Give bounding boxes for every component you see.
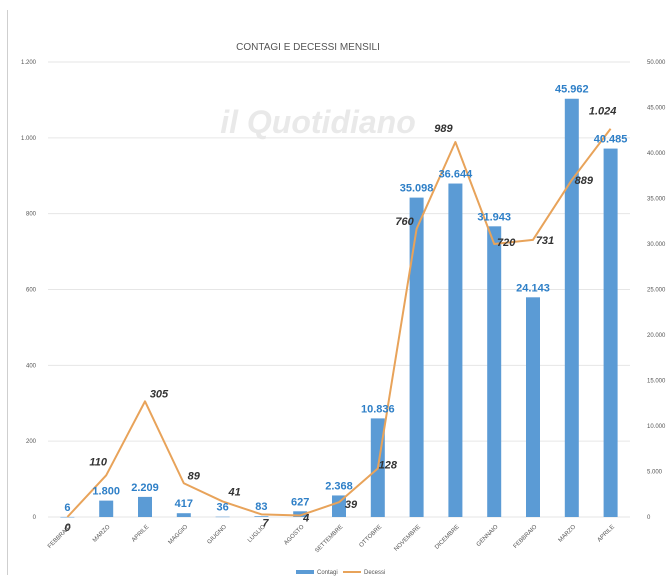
line-data-label: 760 <box>395 216 414 228</box>
right-axis: 0 5.000 10.000 15.000 20.000 25.000 30.000 35.0… <box>647 60 666 521</box>
bar-data-label: 417 <box>175 498 193 510</box>
category-label: APRILE <box>131 524 150 543</box>
legend: Contagi Decessi <box>296 570 385 576</box>
bar <box>603 148 618 518</box>
bar-series-contagi <box>60 98 618 518</box>
right-tick-label: 50.000 <box>647 60 666 66</box>
bar-data-label: 36 <box>216 502 228 514</box>
right-tick-label: 10.000 <box>647 424 666 430</box>
left-tick-label: 0 <box>33 515 37 521</box>
left-tick-label: 600 <box>26 288 37 294</box>
category-label: AGOSTO <box>283 524 306 547</box>
line-data-label: 128 <box>379 459 398 471</box>
legend-label-decessi: Decessi <box>364 570 385 576</box>
bar-data-label: 31.943 <box>477 211 511 223</box>
bar <box>332 495 346 517</box>
category-label: DICEMBRE <box>434 524 461 551</box>
bar <box>487 226 502 517</box>
line-data-label: 731 <box>536 235 554 247</box>
bar-data-label: 36.644 <box>439 169 474 181</box>
bar-data-label: 2.209 <box>131 482 159 494</box>
line-data-label: 41 <box>227 486 240 498</box>
right-tick-label: 20.000 <box>647 333 666 339</box>
bar-data-label: 1.800 <box>92 486 120 498</box>
line-data-label: 1.024 <box>589 106 617 118</box>
category-label: FEBBRAIO <box>47 524 73 550</box>
right-tick-label: 0 <box>647 515 651 521</box>
category-label: NOVEMBRE <box>393 524 422 553</box>
bar <box>176 513 191 517</box>
chart-title: CONTAGI E DECESSI MENSILI <box>236 42 380 53</box>
right-tick-label: 30.000 <box>647 242 666 248</box>
line-series-decessi <box>66 128 612 518</box>
category-label: FEBBRAIO <box>513 524 539 550</box>
right-tick-label: 45.000 <box>647 106 666 112</box>
bar-data-labels: 6 1.800 2.209 417 36 83 627 2.368 10.836 35.098 36… <box>64 84 627 514</box>
bar <box>448 183 463 517</box>
bar <box>99 500 114 517</box>
bar-data-label: 627 <box>291 496 309 508</box>
bar-data-label: 83 <box>255 501 267 513</box>
category-label: GENNAIO <box>476 524 500 548</box>
right-tick-label: 35.000 <box>647 197 666 203</box>
left-tick-label: 400 <box>26 363 37 369</box>
bar-data-label: 35.098 <box>400 183 434 195</box>
bar-data-label: 10.836 <box>361 403 395 415</box>
bar-data-label: 2.368 <box>325 480 353 492</box>
left-axis: 0 200 400 600 800 1.000 1.200 <box>21 60 37 521</box>
right-tick-label: 5.000 <box>647 470 663 476</box>
category-label: MARZO <box>92 524 112 544</box>
right-tick-label: 15.000 <box>647 379 666 385</box>
category-label: MAGGIO <box>168 524 190 546</box>
watermark-logo: il Quotidiano <box>220 104 416 140</box>
bar <box>526 297 540 517</box>
line-data-label: 720 <box>497 237 516 249</box>
left-tick-label: 1.000 <box>21 136 37 142</box>
bar-data-label: 40.485 <box>594 134 628 146</box>
line-data-label: 110 <box>89 456 107 468</box>
bar-data-label: 45.962 <box>555 84 589 96</box>
line-data-label: 989 <box>434 123 453 135</box>
line-data-label: 4 <box>302 512 309 524</box>
bar <box>409 197 424 517</box>
line-data-label: 39 <box>345 499 358 511</box>
line-data-label: 0 <box>64 522 71 534</box>
line-data-label: 305 <box>150 388 169 400</box>
bar <box>564 98 579 518</box>
category-label: OTTOBRE <box>359 524 384 549</box>
bar <box>60 516 75 518</box>
category-label: APRILE <box>597 524 616 543</box>
left-tick-label: 800 <box>26 212 37 218</box>
bar-data-label: 6 <box>64 502 70 514</box>
legend-swatch-contagi <box>296 570 314 574</box>
category-label: MARZO <box>558 524 578 544</box>
bar-data-label: 24.143 <box>516 282 550 294</box>
left-tick-label: 200 <box>26 439 37 445</box>
bar <box>138 496 152 517</box>
bar <box>254 516 269 517</box>
category-label: SETTEMBRE <box>314 524 344 554</box>
right-tick-label: 25.000 <box>647 288 666 294</box>
category-label: LUGLIO <box>247 524 267 544</box>
frame-border <box>7 10 8 575</box>
right-tick-label: 40.000 <box>647 151 666 157</box>
category-axis: FEBBRAIO MARZO APRILE MAGGIO GIUGNO LUGLIO AGO… <box>47 524 616 554</box>
bar <box>215 516 230 518</box>
legend-label-contagi: Contagi <box>317 570 338 576</box>
line-data-label: 89 <box>188 470 201 482</box>
category-label: GIUGNO <box>207 524 229 546</box>
line-data-label: 7 <box>262 517 269 529</box>
line-data-label: 889 <box>575 175 594 187</box>
left-tick-label: 1.200 <box>21 60 37 66</box>
bar <box>293 511 308 517</box>
decessi-line <box>66 128 612 518</box>
